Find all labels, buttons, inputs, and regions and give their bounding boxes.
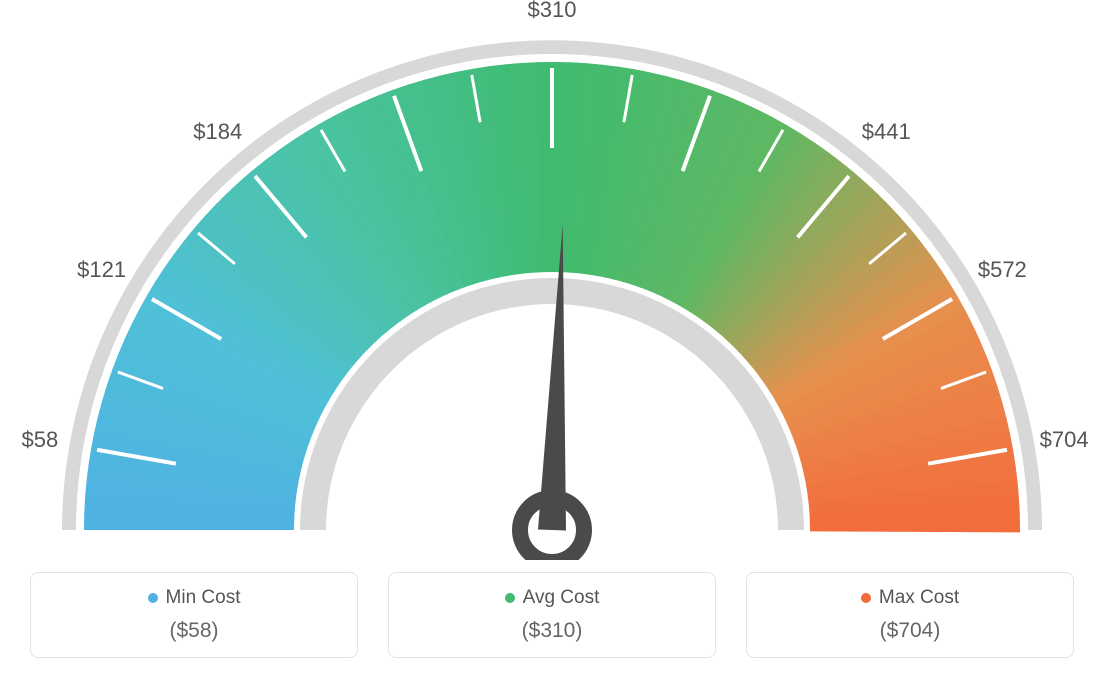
tick-label: $441 xyxy=(862,119,911,145)
legend-card-max: Max Cost ($704) xyxy=(746,572,1074,658)
legend-card-avg: Avg Cost ($310) xyxy=(388,572,716,658)
legend-label-max: Max Cost xyxy=(879,587,959,609)
legend-label-avg: Avg Cost xyxy=(523,587,600,609)
tick-label: $310 xyxy=(528,0,577,23)
gauge-area: $58 $121 $184 $310 $441 $572 $704 xyxy=(0,0,1104,560)
legend-value-avg: ($310) xyxy=(399,619,705,643)
legend-value-min: ($58) xyxy=(41,619,347,643)
legend-title-avg: Avg Cost xyxy=(505,587,600,609)
tick-label: $572 xyxy=(978,257,1027,283)
tick-label: $121 xyxy=(77,257,126,283)
cost-gauge-widget: $58 $121 $184 $310 $441 $572 $704 Min Cost ($5… xyxy=(0,0,1104,690)
legend-row: Min Cost ($58) Avg Cost ($310) Max Cost … xyxy=(30,572,1074,658)
dot-max xyxy=(861,593,871,603)
gauge-svg xyxy=(0,0,1104,560)
tick-label: $58 xyxy=(22,427,59,453)
legend-title-max: Max Cost xyxy=(861,587,959,609)
tick-label: $704 xyxy=(1040,427,1089,453)
legend-title-min: Min Cost xyxy=(148,587,241,609)
legend-label-min: Min Cost xyxy=(166,587,241,609)
dot-avg xyxy=(505,593,515,603)
legend-value-max: ($704) xyxy=(757,619,1063,643)
dot-min xyxy=(148,593,158,603)
tick-label: $184 xyxy=(193,119,242,145)
legend-card-min: Min Cost ($58) xyxy=(30,572,358,658)
